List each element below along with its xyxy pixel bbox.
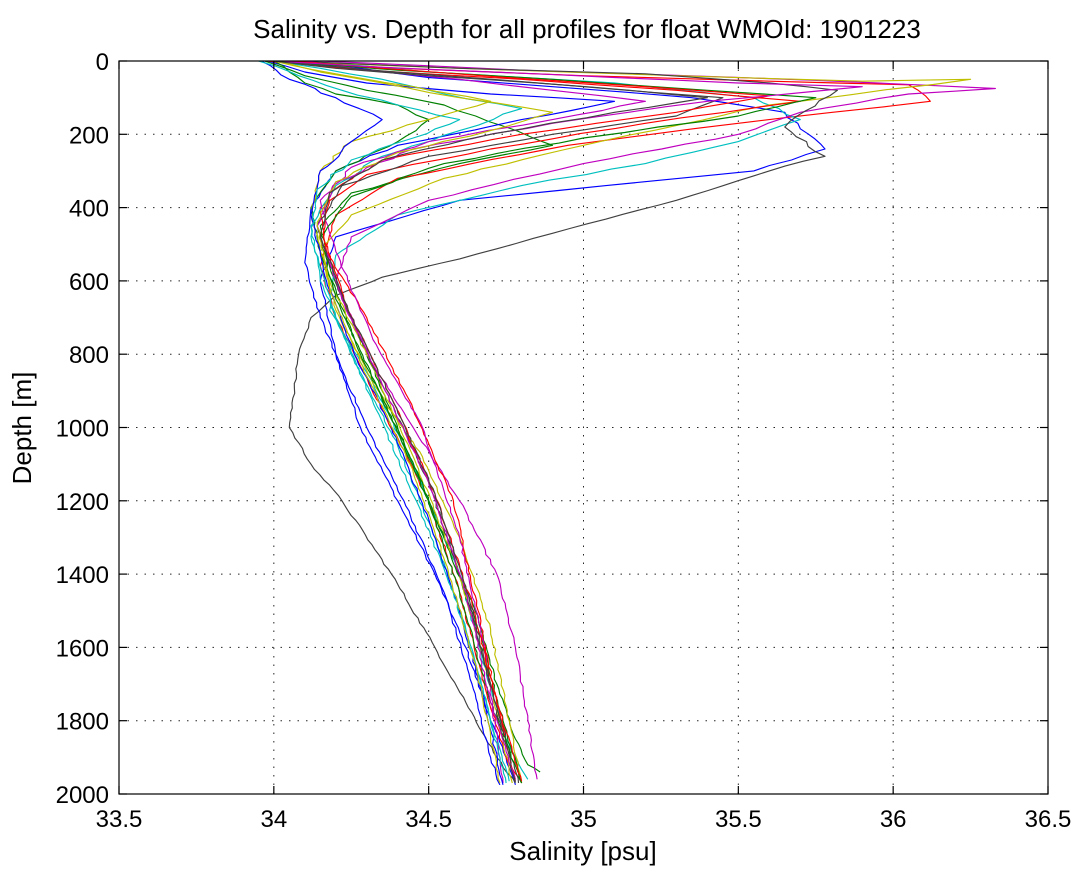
x-tick-label: 34.5	[405, 806, 452, 833]
x-tick-label: 36.5	[1025, 806, 1072, 833]
profile-line	[273, 61, 972, 784]
y-tick-label: 600	[69, 269, 109, 296]
profile-lines	[258, 61, 996, 786]
x-tick-label: 33.5	[96, 806, 143, 833]
y-tick-label: 0	[96, 49, 109, 76]
y-tick-label: 1200	[56, 489, 109, 516]
y-tick-label: 200	[69, 122, 109, 149]
grid-lines	[119, 61, 1048, 794]
profile-line	[273, 61, 817, 784]
y-tick-label: 800	[69, 342, 109, 369]
axis-ticks: 33.5 34 34.5 35 35.5 36 36.5 0 200 400 600 800 1000 1…	[56, 49, 1072, 833]
profile-line	[279, 61, 724, 784]
x-tick-label: 36	[880, 806, 907, 833]
profile-line	[320, 61, 996, 780]
profile-line	[273, 61, 931, 784]
x-tick-label: 34	[260, 806, 287, 833]
y-axis-label: Depth [m]	[7, 372, 37, 485]
y-tick-label: 1600	[56, 635, 109, 662]
x-tick-label: 35	[570, 806, 597, 833]
profile-line	[264, 61, 554, 773]
profile-line	[267, 61, 616, 786]
y-tick-label: 1000	[56, 416, 109, 443]
y-tick-label: 1400	[56, 562, 109, 589]
y-tick-label: 1800	[56, 709, 109, 736]
profile-line	[261, 61, 504, 785]
y-tick-label: 400	[69, 196, 109, 223]
profile-line	[279, 61, 554, 784]
x-tick-label: 35.5	[715, 806, 762, 833]
chart-title: Salinity vs. Depth for all profiles for …	[253, 14, 921, 44]
x-axis-label: Salinity [psu]	[509, 836, 656, 866]
profile-line	[273, 61, 826, 785]
profile-line	[304, 61, 801, 780]
profile-line	[273, 61, 708, 783]
y-tick-label: 2000	[56, 782, 109, 809]
profile-line	[288, 61, 838, 784]
profile-line	[267, 61, 801, 780]
